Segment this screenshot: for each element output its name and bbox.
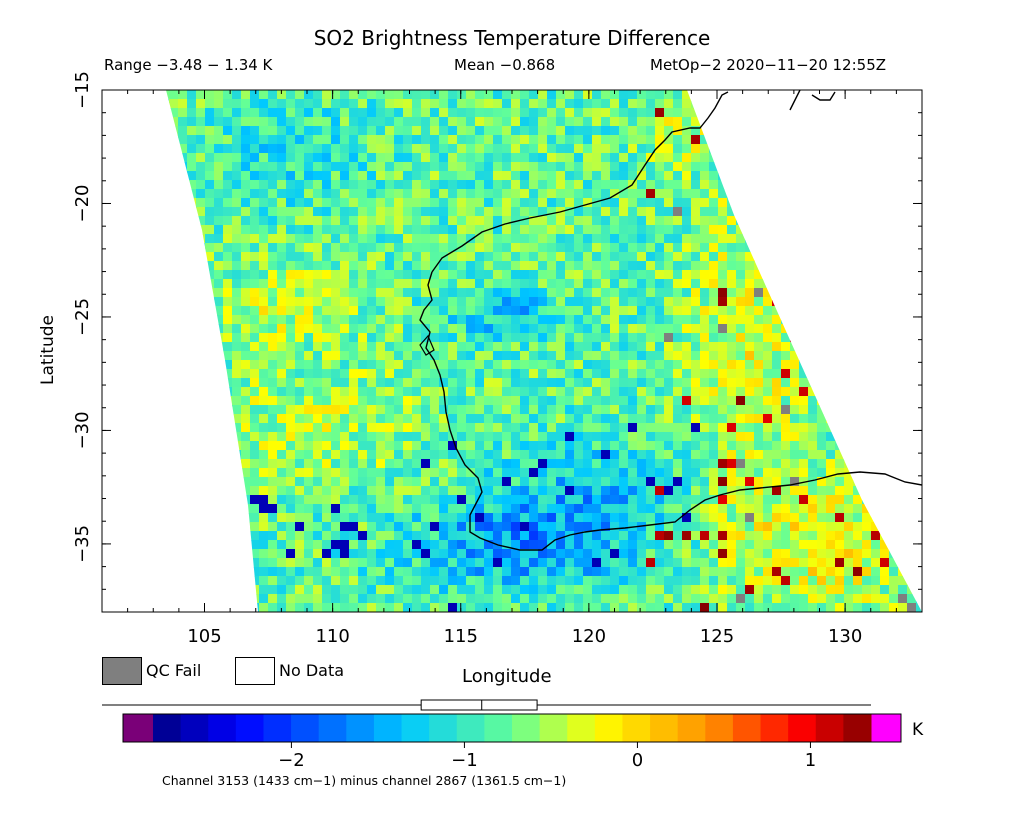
y-axis-ticks: −15 −20 −25 −30 −35 [72,71,922,590]
x-tick-label: 115 [444,626,478,647]
y-tick-label: −20 [72,184,93,222]
colorbar-under-swatch [123,714,153,742]
x-tick-label: 125 [700,626,734,647]
y-tick-label: −25 [72,298,93,336]
y-tick-label: −35 [72,525,93,563]
x-tick-label: 130 [828,626,862,647]
colorbar-over-swatch [871,714,901,742]
y-axis-label: Latitude [38,315,58,385]
x-axis-ticks: 105 110 115 120 125 130 [127,90,897,647]
y-tick-label: −30 [72,411,93,449]
mean-readout: Mean −0.868 [454,56,556,74]
coastline [419,90,922,551]
colorbar-tick-label: 0 [632,750,643,771]
swath-data-grid [166,90,922,612]
channel-footnote: Channel 3153 (1433 cm−1) minus channel 2… [162,773,567,788]
colorbar-unit: K [912,720,924,740]
colorbar-tick-label: 1 [805,750,816,771]
colorbar-tick-label: −2 [278,750,305,771]
x-tick-label: 105 [187,626,221,647]
range-readout: Range −3.48 − 1.34 K [104,56,273,74]
colorbar: −2 −1 0 1 [102,699,902,771]
no-data-swatch [235,657,275,685]
x-tick-label: 120 [572,626,606,647]
y-tick-label: −15 [72,71,93,109]
boxplot-box [420,699,538,711]
chart-title: SO2 Brightness Temperature Difference [313,26,711,50]
qc-fail-swatch [102,657,142,685]
x-axis-label: Longitude [462,666,552,687]
colorbar-tick-label: −1 [451,750,478,771]
qc-fail-label: QC Fail [146,661,202,680]
satellite-timestamp: MetOp−2 2020−11−20 12:55Z [650,56,887,74]
no-data-label: No Data [279,661,345,680]
x-tick-label: 110 [315,626,349,647]
